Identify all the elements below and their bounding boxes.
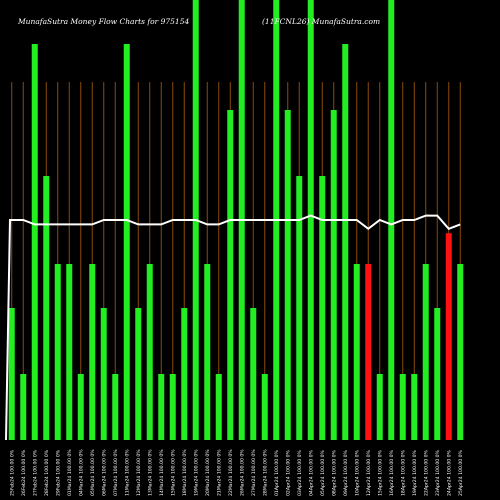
bar bbox=[31, 44, 38, 440]
chart-title-left: MunafaSutra Money Flow Charts for 975154 bbox=[17, 17, 189, 26]
bar bbox=[388, 0, 395, 440]
bar bbox=[250, 308, 257, 440]
x-tick-label: 12Mar24 100.00 0% bbox=[136, 449, 142, 496]
bar bbox=[353, 264, 360, 440]
bar bbox=[158, 374, 165, 440]
x-tick-label: 02Apr24 100.00 0% bbox=[286, 449, 292, 496]
x-tick-labels: 25Feb24 100.00 0% 26Feb24 100.00 0% 27Feb2… bbox=[10, 449, 464, 496]
bar bbox=[77, 374, 84, 440]
x-tick-label: 25Feb24 100.00 0% bbox=[10, 449, 16, 496]
bar bbox=[319, 176, 326, 440]
bar bbox=[284, 110, 291, 440]
x-tick-label: 05Apr24 100.00 0% bbox=[320, 449, 326, 496]
x-tick-label: 01Mar24 100.00 0% bbox=[67, 449, 73, 496]
bar bbox=[261, 374, 268, 440]
bar bbox=[54, 264, 61, 440]
x-tick-label: 24Apr24 100.00 0% bbox=[447, 449, 453, 496]
x-tick-label: 04Apr24 100.00 0% bbox=[309, 449, 315, 496]
bar bbox=[135, 308, 142, 440]
bar bbox=[330, 110, 337, 440]
x-tick-label: 15Apr24 100.00 0% bbox=[378, 449, 384, 496]
x-tick-label: 27Mar24 100.00 0% bbox=[251, 449, 257, 496]
x-tick-label: 05Mar24 100.00 0% bbox=[90, 449, 96, 496]
bar bbox=[296, 176, 303, 440]
x-tick-label: 28Mar24 100.00 0% bbox=[263, 449, 269, 496]
bar bbox=[43, 176, 50, 440]
x-tick-label: 06Mar24 100.00 0% bbox=[102, 449, 108, 496]
x-tick-label: 18Apr24 100.00 0% bbox=[401, 449, 407, 496]
x-tick-label: 08Apr24 100.00 0% bbox=[332, 449, 338, 496]
bar bbox=[307, 0, 314, 440]
x-tick-label: 16Apr24 100.00 0% bbox=[389, 449, 395, 496]
x-tick-label: 19Mar24 100.00 0% bbox=[194, 449, 200, 496]
x-tick-label: 18Mar24 100.00 0% bbox=[182, 449, 188, 496]
x-tick-label: 28Feb24 100.00 0% bbox=[44, 449, 50, 496]
x-tick-label: 27Feb24 100.00 0% bbox=[33, 449, 39, 496]
bar bbox=[204, 264, 211, 440]
bar bbox=[215, 374, 222, 440]
bar bbox=[181, 308, 188, 440]
x-tick-label: 03Apr24 100.00 0% bbox=[297, 449, 303, 496]
bar bbox=[376, 374, 383, 440]
bar bbox=[457, 264, 464, 440]
x-tick-label: 12Apr24 100.00 0% bbox=[366, 449, 372, 496]
bar bbox=[112, 374, 119, 440]
bar bbox=[89, 264, 96, 440]
bar bbox=[342, 44, 349, 440]
x-tick-label: 01Apr24 100.00 0% bbox=[274, 449, 280, 496]
x-tick-label: 09Apr24 100.00 0% bbox=[343, 449, 349, 496]
x-tick-label: 13Mar24 100.00 0% bbox=[148, 449, 154, 496]
x-tick-label: 22Mar24 100.00 0% bbox=[228, 449, 234, 496]
x-tick-label: 10Apr24 100.00 0% bbox=[355, 449, 361, 496]
bar bbox=[66, 264, 73, 440]
x-tick-label: 11Mar24 100.00 0% bbox=[125, 449, 131, 496]
bar bbox=[434, 308, 441, 440]
x-tick-label: 29Feb24 100.00 0% bbox=[56, 449, 62, 496]
bar bbox=[422, 264, 429, 440]
bar bbox=[227, 110, 234, 440]
bar bbox=[123, 44, 130, 440]
x-tick-label: 04Mar24 100.00 0% bbox=[79, 449, 85, 496]
x-tick-label: 25Apr24 100.00 0% bbox=[458, 449, 464, 496]
bar bbox=[169, 374, 176, 440]
bar bbox=[20, 374, 27, 440]
chart-title-right: (11FCNL26) MunafaSutra.com bbox=[262, 17, 380, 26]
bar bbox=[100, 308, 107, 440]
bar bbox=[8, 308, 15, 440]
bar bbox=[411, 374, 418, 440]
x-tick-label: 14Mar24 100.00 0% bbox=[159, 449, 165, 496]
x-tick-label: 26Mar24 100.00 0% bbox=[240, 449, 246, 496]
x-tick-label: 21Mar24 100.00 0% bbox=[217, 449, 223, 496]
money-flow-line bbox=[5, 214, 461, 441]
bar bbox=[365, 264, 372, 440]
x-tick-label: 19Apr24 100.00 0% bbox=[412, 449, 418, 496]
bar bbox=[399, 374, 406, 440]
x-tick-label: 22Apr24 100.00 0% bbox=[424, 449, 430, 496]
x-tick-label: 20Mar24 100.00 0% bbox=[205, 449, 211, 496]
x-tick-label: 26Feb24 100.00 0% bbox=[21, 449, 27, 496]
bar bbox=[445, 233, 452, 440]
bar bbox=[146, 264, 153, 440]
x-tick-label: 15Mar24 100.00 0% bbox=[171, 449, 177, 496]
x-tick-label: 23Apr24 100.00 0% bbox=[435, 449, 441, 496]
x-tick-label: 07Mar24 100.00 0% bbox=[113, 449, 119, 496]
